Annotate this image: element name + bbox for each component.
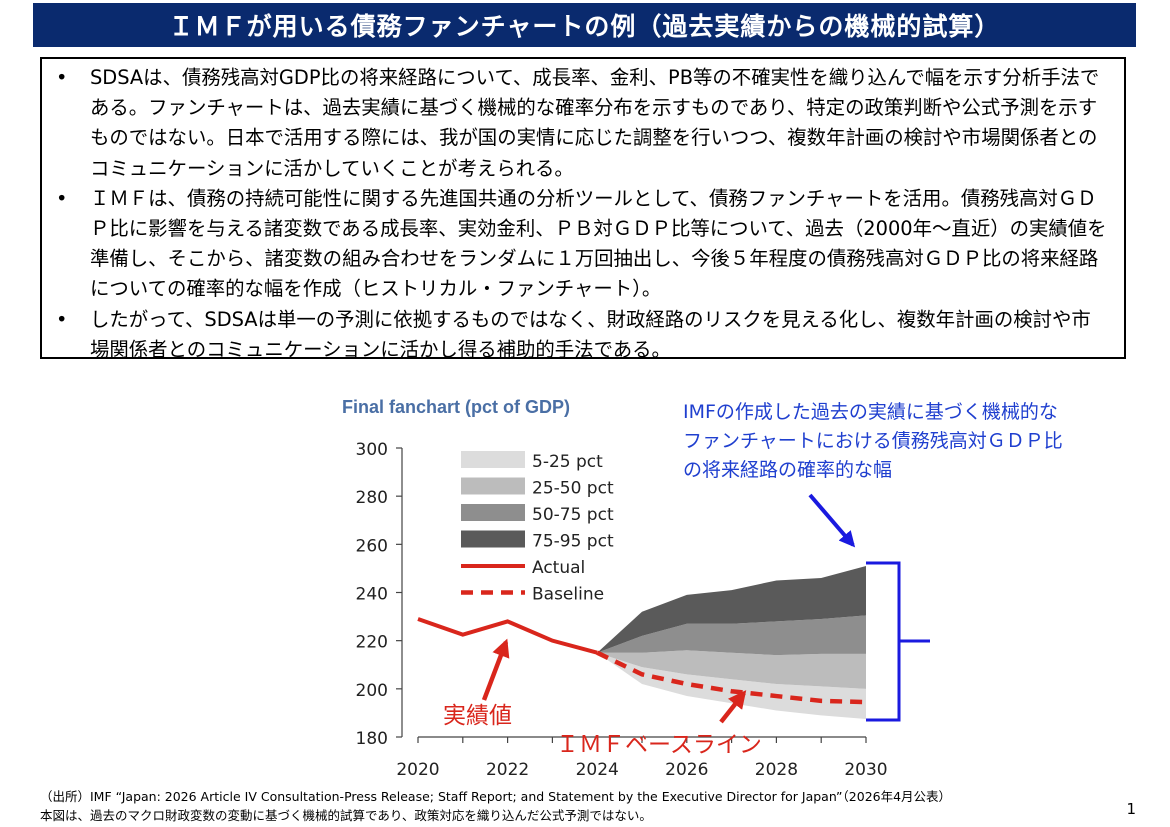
legend-swatch — [461, 451, 525, 468]
summary-bullet: • SDSAは、債務残高対GDP比の将来経路について、成長率、金利、PB等の不確実… — [56, 63, 1110, 184]
disclaimer-note: 本図は、過去のマクロ財政変数の変動に基づく機械的試算であり、政策対応を織り込んだ… — [40, 808, 652, 823]
bullet-dot: • — [56, 307, 68, 331]
y-tick-label: 180 — [356, 729, 388, 749]
fan-band-5-25-pct — [597, 652, 866, 719]
summary-list: • SDSAは、債務残高対GDP比の将来経路について、成長率、金利、PB等の不確実… — [56, 63, 1110, 365]
actual-label: 実績値 — [443, 703, 512, 729]
summary-box: • SDSAは、債務残高対GDP比の将来経路について、成長率、金利、PB等の不確実… — [40, 57, 1126, 361]
y-tick-label: 200 — [356, 681, 388, 701]
page-title: ＩＭＦが用いる債務ファンチャートの例（過去実績からの機械的試算） — [33, 3, 1136, 47]
actual-annotation-arrow — [481, 638, 510, 701]
legend-swatch — [461, 504, 525, 521]
fan-band-50-75-pct — [597, 615, 866, 656]
x-tick-label: 2028 — [755, 760, 798, 780]
x-tick-label: 2024 — [576, 760, 619, 780]
fan-annotation-line: の将来経路の確率的な幅 — [683, 459, 892, 481]
fan-range-bracket — [866, 561, 930, 722]
page-number: 1 — [1126, 800, 1136, 818]
chart-legend: 5-25 pct 25-50 pct 50-75 pct 75-95 pct Actua… — [461, 451, 614, 605]
y-tick-label: 300 — [356, 440, 388, 460]
legend-label: 50-75 pct — [532, 505, 614, 525]
summary-bullet: • したがって、SDSAは単一の予測に依拠するものではなく、財政経路のリスクを見え… — [56, 305, 1110, 365]
summary-bullet-text: したがって、SDSAは単一の予測に依拠するものではなく、財政経路のリスクを見える… — [90, 307, 1091, 361]
bullet-dot: • — [56, 186, 68, 210]
summary-bullet: • ＩＭＦは、債務の持続可能性に関する先進国共通の分析ツールとして、債務ファンチャ… — [56, 184, 1110, 305]
chart-axes: 180 200 220 240 260 280 300 2020 2022 2024 2026 202… — [356, 440, 888, 780]
legend-swatch — [461, 530, 525, 548]
legend-label: Baseline — [532, 585, 604, 605]
x-tick-label: 2026 — [665, 760, 708, 780]
chart-title: Final fanchart (pct of GDP) — [342, 397, 570, 417]
fan-band-75-95-pct — [597, 566, 866, 653]
legend-label: 75-95 pct — [532, 532, 614, 552]
fan-band-25-50-pct — [597, 650, 866, 689]
y-tick-label: 280 — [356, 488, 388, 508]
legend-label: 25-50 pct — [532, 479, 614, 499]
y-tick-label: 220 — [356, 633, 388, 653]
source-note: （出所）IMF “Japan: 2026 Article IV Consulta… — [40, 789, 952, 804]
actual-series-line — [417, 617, 598, 655]
y-tick-label: 260 — [356, 536, 388, 556]
fan-bands — [597, 566, 866, 719]
summary-bullet-text: SDSAは、債務残高対GDP比の将来経路について、成長率、金利、PB等の不確実性… — [90, 66, 1100, 180]
x-tick-label: 2030 — [844, 760, 887, 780]
y-tick-label: 240 — [356, 585, 388, 605]
summary-bullet-text: ＩＭＦは、債務の持続可能性に関する先進国共通の分析ツールとして、債務ファンチャー… — [90, 186, 1107, 301]
bullet-dot: • — [56, 66, 68, 89]
fan-annotation-line: IMFの作成した過去の実績に基づく機械的な — [683, 401, 1058, 423]
fan-annotation-line: ファンチャートにおける債務残高対ＧＤＰ比 — [683, 430, 1063, 452]
legend-swatch — [461, 477, 525, 495]
legend-label: 5-25 pct — [532, 452, 603, 472]
baseline-label: ＩＭＦベースライン — [556, 732, 762, 758]
x-tick-label: 2020 — [396, 760, 439, 780]
legend-label: Actual — [532, 558, 585, 578]
fan-annotation-arrow — [808, 493, 856, 548]
x-tick-label: 2022 — [486, 760, 529, 780]
baseline-annotation-arrow — [719, 690, 747, 724]
